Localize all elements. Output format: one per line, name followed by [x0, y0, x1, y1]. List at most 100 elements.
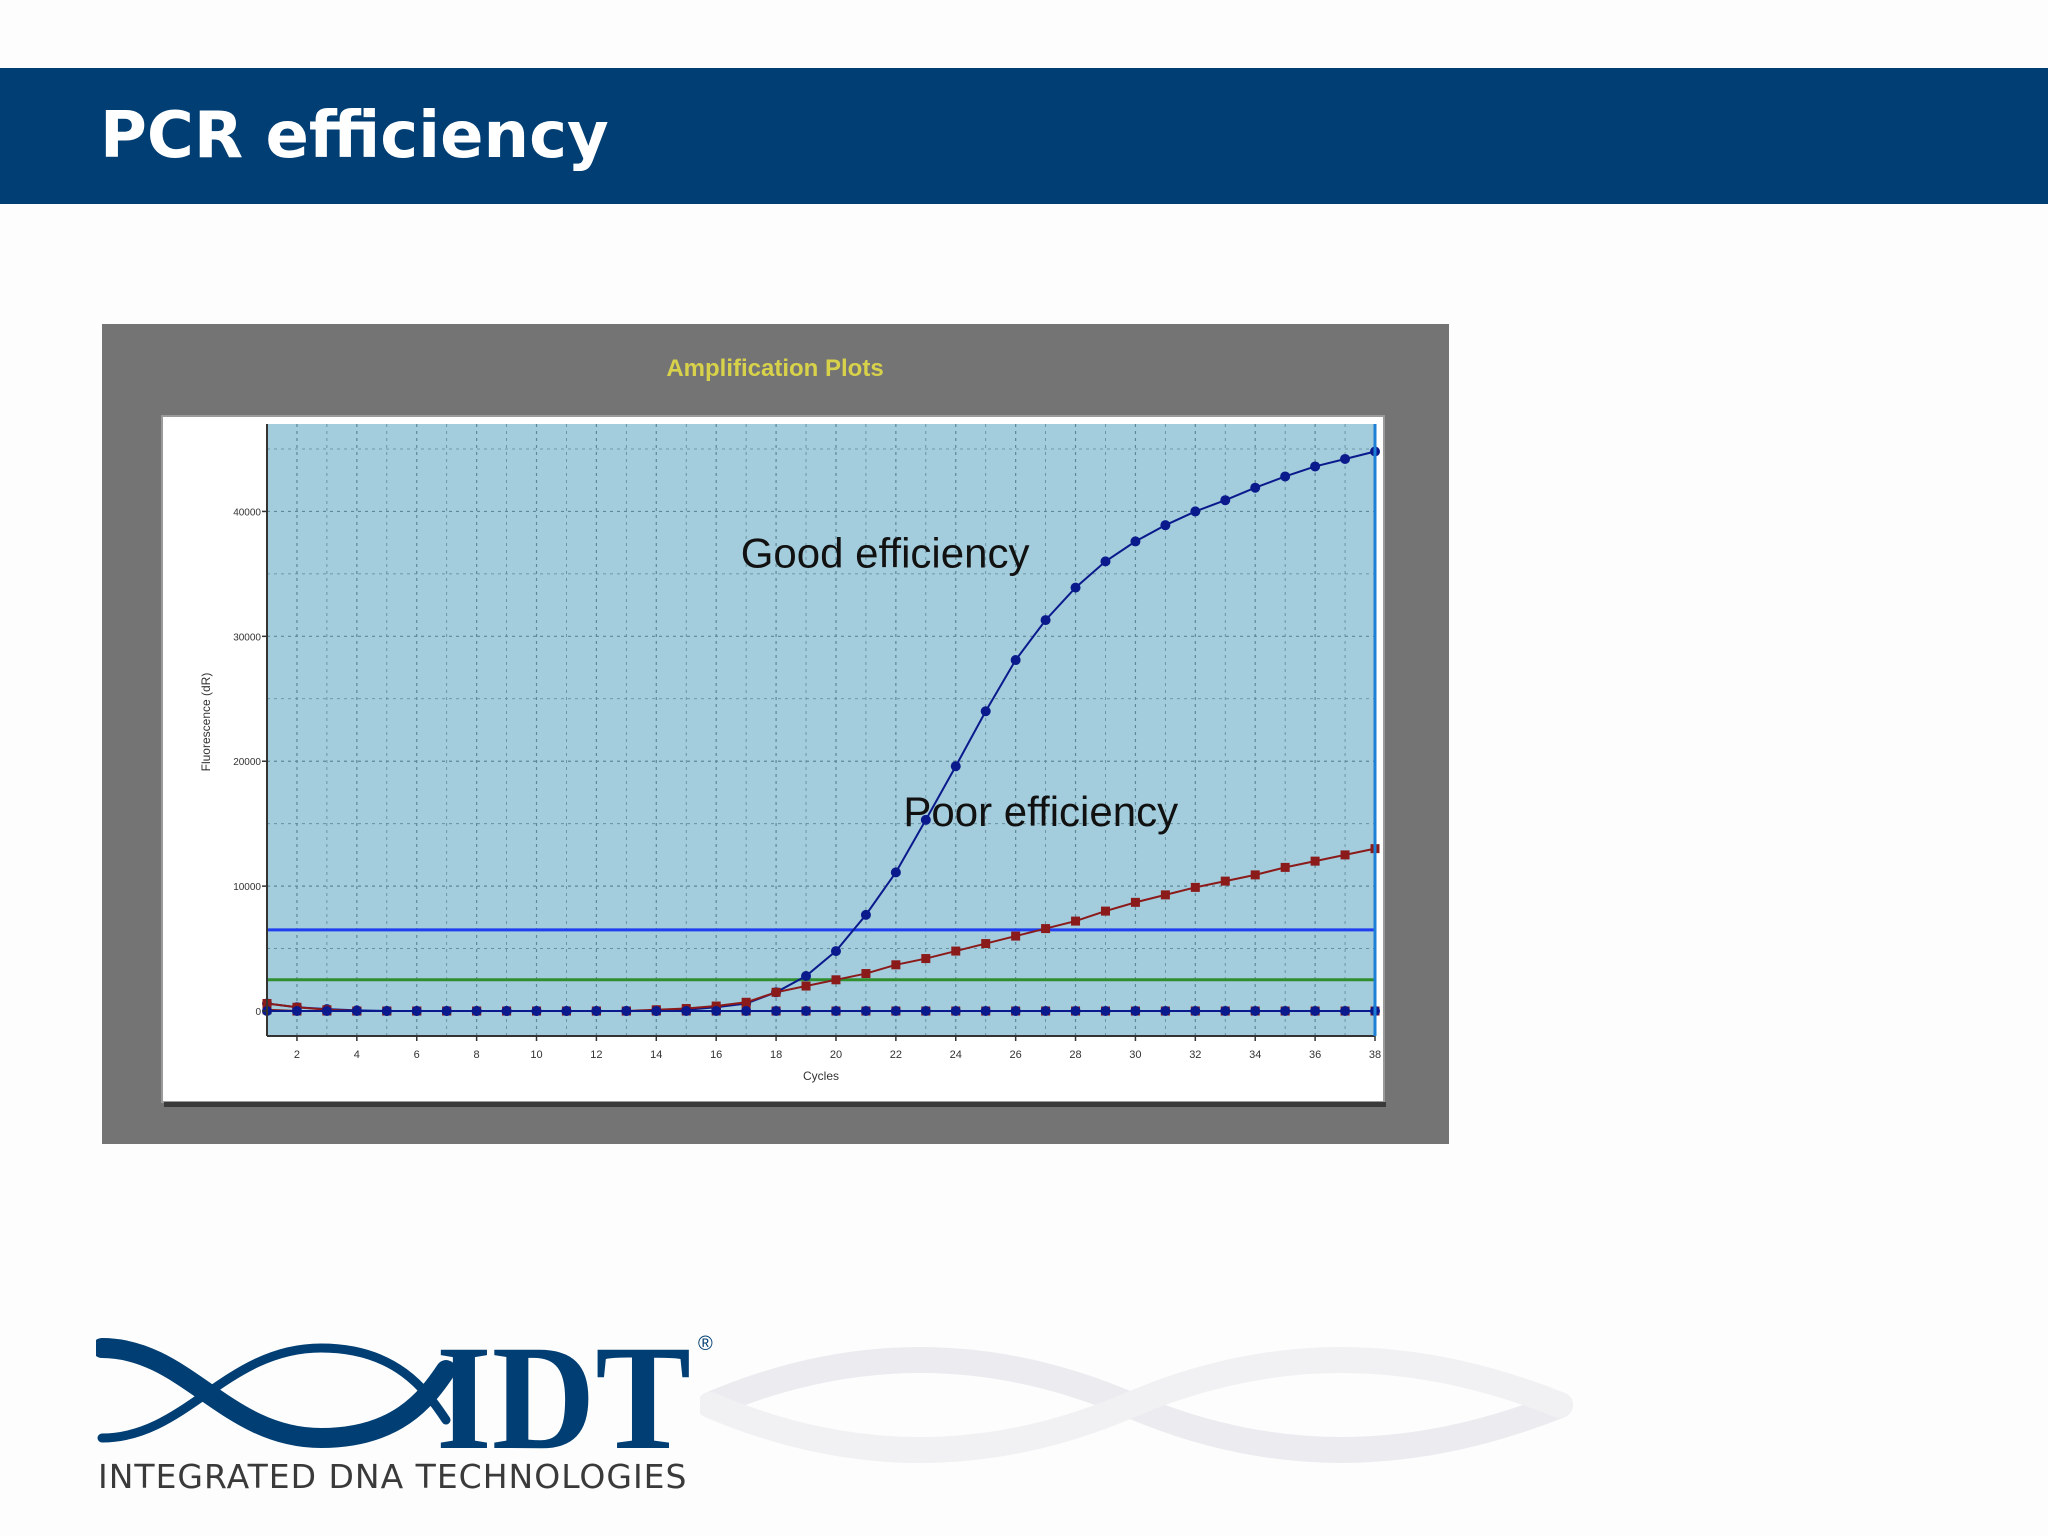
y-tick-label: 10000	[233, 882, 261, 893]
series-3-point	[561, 1006, 572, 1017]
series-1-point	[1190, 882, 1200, 892]
x-tick-label: 30	[1129, 1049, 1141, 1061]
x-tick-label: 6	[414, 1049, 420, 1061]
y-tick-label: 20000	[233, 757, 261, 768]
series-0-point	[1130, 536, 1141, 547]
series-1-point	[951, 946, 961, 956]
x-axis-label: Cycles	[803, 1069, 839, 1083]
series-3-point	[681, 1006, 692, 1017]
chart-panel-shadow	[164, 1102, 1386, 1107]
slide-title: PCR efficiency	[100, 99, 609, 173]
series-3-point	[471, 1006, 482, 1017]
series-1-point	[981, 939, 991, 949]
dna-helix-icon	[96, 1338, 456, 1449]
series-0-point	[1220, 495, 1231, 506]
series-3-point	[711, 1006, 722, 1017]
series-3-point	[830, 1006, 841, 1017]
series-3-point	[441, 1006, 452, 1017]
series-3-point	[890, 1006, 901, 1017]
amplification-chart: Amplification Plots 2 4 6 8 10 12 14 16 18 20 22 24…	[102, 324, 1449, 1144]
series-3-point	[501, 1006, 512, 1017]
series-3-point	[1160, 1006, 1171, 1017]
x-tick-label: 26	[1010, 1049, 1022, 1061]
x-tick-label: 22	[890, 1049, 902, 1061]
series-3-point	[741, 1006, 752, 1017]
series-0-point	[1340, 453, 1351, 464]
logo-wordmark: IDT	[436, 1320, 691, 1460]
series-0-point	[1310, 461, 1321, 472]
series-3-point	[801, 1006, 812, 1017]
series-3-point	[411, 1006, 422, 1017]
axis-ticks: 2 4 6 8 10 12 14 16 18 20 22 24 26 28 30 32 34 36 38010000…	[233, 507, 1381, 1061]
x-tick-label: 2	[294, 1049, 300, 1061]
series-3-point	[1220, 1006, 1231, 1017]
plot-area	[267, 424, 1375, 1036]
series-3-point	[351, 1006, 362, 1017]
series-0-point	[830, 946, 841, 957]
series-0-point	[860, 909, 871, 920]
title-bar: PCR efficiency	[0, 68, 2048, 204]
series-0-point	[1040, 615, 1051, 626]
series-3-point	[621, 1006, 632, 1017]
annotation-good-efficiency: Good efficiency	[741, 530, 1030, 577]
series-3-point	[1010, 1006, 1021, 1017]
series-0-point	[920, 814, 931, 825]
y-tick-label: 40000	[233, 507, 261, 518]
series-3-point	[1040, 1006, 1051, 1017]
series-3-point	[1340, 1006, 1351, 1017]
chart-svg: Amplification Plots 2 4 6 8 10 12 14 16 18 20 22 24…	[161, 355, 1386, 1107]
series-3-point	[291, 1006, 302, 1017]
threshold-lines	[267, 928, 1375, 982]
series-3-point	[980, 1006, 991, 1017]
x-tick-label: 14	[650, 1049, 662, 1061]
x-tick-label: 36	[1309, 1049, 1321, 1061]
series-3-point	[920, 1006, 931, 1017]
series-3-point	[1250, 1006, 1261, 1017]
x-tick-label: 28	[1069, 1049, 1081, 1061]
series-3-point	[1070, 1006, 1081, 1017]
series-layer	[262, 446, 1380, 1017]
series-1-point	[891, 960, 901, 970]
x-tick-label: 12	[590, 1049, 602, 1061]
series-0-point	[801, 971, 812, 982]
series-0-point	[1070, 582, 1081, 593]
series-3-point	[1280, 1006, 1291, 1017]
series-3-point	[651, 1006, 662, 1017]
series-1-point	[831, 975, 841, 985]
series-1-point	[741, 997, 751, 1007]
series-3-point	[771, 1006, 782, 1017]
logo-registered: ®	[698, 1333, 713, 1355]
series-3-point	[1190, 1006, 1201, 1017]
x-tick-label: 38	[1369, 1049, 1381, 1061]
series-0-point	[1160, 520, 1171, 531]
series-1-point	[801, 981, 811, 991]
y-tick-label: 30000	[233, 632, 261, 643]
x-tick-label: 20	[830, 1049, 842, 1061]
x-tick-label: 4	[354, 1049, 360, 1061]
series-1-point	[861, 969, 871, 979]
dna-watermark-icon	[700, 1347, 1573, 1463]
series-0-point	[1250, 482, 1261, 493]
x-tick-label: 16	[710, 1049, 722, 1061]
x-tick-label: 8	[474, 1049, 480, 1061]
series-1-point	[1250, 870, 1260, 880]
series-1-point	[771, 987, 781, 997]
series-3-point	[381, 1006, 392, 1017]
chart-title: Amplification Plots	[666, 355, 883, 382]
series-1-point	[1100, 906, 1110, 916]
x-tick-label: 34	[1249, 1049, 1261, 1061]
series-1-point	[1310, 856, 1320, 866]
series-1-point	[921, 954, 931, 964]
series-1-point	[1160, 890, 1170, 900]
logo-tagline: INTEGRATED DNA TECHNOLOGIES	[98, 1457, 688, 1496]
series-0-point	[890, 867, 901, 878]
series-3-point	[1100, 1006, 1111, 1017]
y-tick-label: 0	[255, 1007, 261, 1018]
series-1-point	[1220, 876, 1230, 886]
idt-logo: IDT ®	[96, 1320, 713, 1460]
series-0-point	[950, 761, 961, 772]
series-1-point	[1280, 862, 1290, 872]
series-0-point	[980, 706, 991, 717]
x-tick-label: 18	[770, 1049, 782, 1061]
series-3-point	[860, 1006, 871, 1017]
